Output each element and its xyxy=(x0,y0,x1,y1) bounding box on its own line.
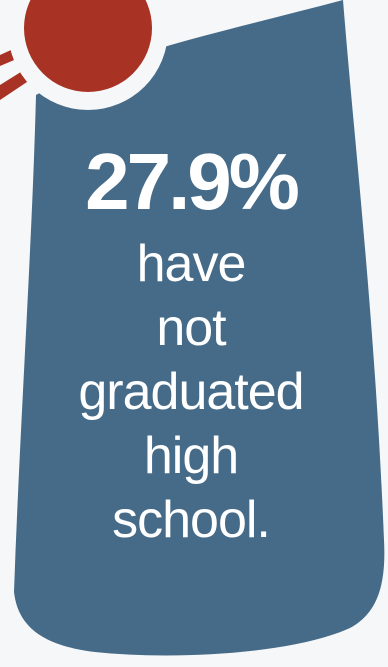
stat-block: 27.9% have not graduated high school. xyxy=(60,140,322,552)
sun-ray xyxy=(0,70,30,100)
stat-line: graduated xyxy=(78,363,304,421)
stat-line: not xyxy=(156,299,226,357)
sun-disc xyxy=(24,0,152,92)
stat-value: 27.9% xyxy=(85,137,300,226)
stat-line: school. xyxy=(112,491,271,549)
stat-line: high xyxy=(143,427,239,485)
stat-line: have xyxy=(136,235,247,293)
stat-description: have not graduated high school. xyxy=(60,232,322,552)
sun-icon xyxy=(0,0,168,110)
banner-shape xyxy=(14,0,385,656)
